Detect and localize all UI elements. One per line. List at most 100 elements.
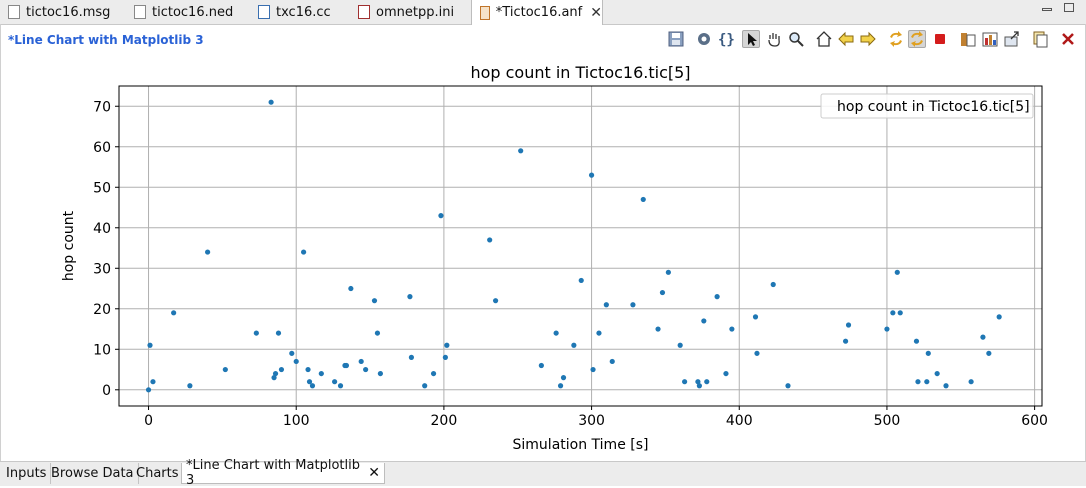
x-tick-label: 0 [144,413,153,429]
data-point [714,294,720,300]
braces-icon[interactable]: {} [716,30,735,48]
data-point [596,330,602,336]
data-point [407,294,413,300]
auto-refresh-icon[interactable] [908,30,926,48]
copy-icon[interactable] [1031,30,1049,48]
back-icon[interactable] [837,30,855,48]
zoom-icon[interactable] [787,30,805,48]
data-point [659,289,666,296]
tab-inputs[interactable]: Inputs [2,463,52,484]
scatter-chart[interactable]: 0 100 200 300 400 500 600 0 10 20 30 40 50 60 70 hop c… [2,56,1082,458]
data-point [603,302,609,308]
data-point [968,379,974,385]
pan-hand-icon[interactable] [765,30,783,48]
export-chart-icon[interactable] [959,30,977,48]
y-axis-label: hop count [61,210,77,281]
x-tick-label: 500 [874,413,901,429]
frame-border [0,24,1,461]
tab-tictoc16-ned[interactable]: tictoc16.ned [134,0,233,24]
data-point [897,310,903,316]
data-point [640,196,646,203]
ini-file-icon [358,5,370,19]
y-tick-label: 70 [93,99,111,115]
tab-line-chart[interactable]: *Line Chart with Matplotlib 3 ✕ [181,458,385,488]
tab-tictoc16-msg[interactable]: tictoc16.msg [8,0,110,24]
data-point [538,362,544,369]
data-point [377,370,383,377]
tab-label: *Line Chart with Matplotlib 3 [186,458,360,488]
data-point [343,362,350,369]
data-point [943,383,949,389]
data-point [588,172,595,178]
x-tick-label: 300 [578,413,605,429]
y-tick-label: 10 [93,342,111,358]
save-icon[interactable] [667,30,685,48]
data-point [696,383,702,389]
data-point [318,370,324,377]
data-point [655,326,661,332]
y-tick-label: 50 [93,180,111,196]
pointer-icon[interactable] [742,30,760,48]
data-point [609,358,615,365]
tab-label: Inputs [6,466,47,481]
x-tick-label: 200 [431,413,458,429]
data-point [145,387,152,393]
data-point [187,383,193,389]
minimize-icon[interactable] [1042,8,1052,11]
forward-icon[interactable] [859,30,877,48]
data-point [934,370,940,377]
tab-txc16-cc[interactable]: txc16.cc [258,0,331,24]
refresh-icon[interactable] [887,30,905,48]
editor-tab-bar: tictoc16.msg tictoc16.ned txc16.cc omnet… [0,0,1086,25]
svg-text:{}: {} [718,32,734,48]
data-point [695,379,701,385]
data-point [371,298,378,304]
data-point [701,318,707,324]
stop-icon[interactable] [931,30,949,48]
data-point [518,148,524,154]
close-chart-icon[interactable] [1059,30,1077,48]
x-axis-label: Simulation Time [s] [513,437,649,453]
close-tab-icon[interactable]: ✕ [590,4,602,21]
close-tab-icon[interactable]: ✕ [368,465,380,481]
data-point [986,350,992,356]
export-image-icon[interactable] [1003,30,1021,48]
legend-label: hop count in Tictoc16.tic[5] [837,99,1030,115]
plot-frame [118,85,1043,407]
data-point [752,314,759,320]
data-point [913,338,920,344]
data-point [444,342,450,348]
home-icon[interactable] [815,30,833,48]
data-point [924,379,930,385]
y-tick-label: 0 [102,383,111,399]
data-point [332,379,338,385]
tab-charts[interactable]: Charts [132,463,184,484]
data-point [363,366,369,373]
data-point [630,302,636,308]
tab-tictoc16-anf[interactable]: *Tictoc16.anf ✕ [471,0,603,25]
tab-label: Browse Data [51,466,134,481]
data-point [682,379,688,385]
export-data-icon[interactable] [981,30,999,48]
data-point [205,249,211,255]
y-tick-label: 20 [93,302,111,318]
data-point [894,269,900,275]
tab-omnetpp-ini[interactable]: omnetpp.ini [358,0,454,24]
data-point [770,281,776,288]
data-point [980,334,986,340]
tab-label: tictoc16.ned [152,4,234,20]
data-point [557,383,564,389]
settings-icon[interactable] [695,30,713,48]
data-point [268,99,274,105]
data-point [442,354,448,360]
chart-legend: hop count in Tictoc16.tic[5] [820,93,1034,119]
data-point [925,350,931,356]
chart-area[interactable]: 0 100 200 300 400 500 600 0 10 20 30 40 50 60 70 hop c… [2,56,1082,458]
data-point [677,342,683,348]
tab-browse-data[interactable]: Browse Data [47,463,139,484]
bottom-tab-bar: Inputs Browse Data Charts *Line Chart wi… [0,458,1086,488]
maximize-icon[interactable] [1064,3,1074,12]
data-point [487,237,493,243]
data-point [306,379,313,385]
data-point [571,342,577,348]
